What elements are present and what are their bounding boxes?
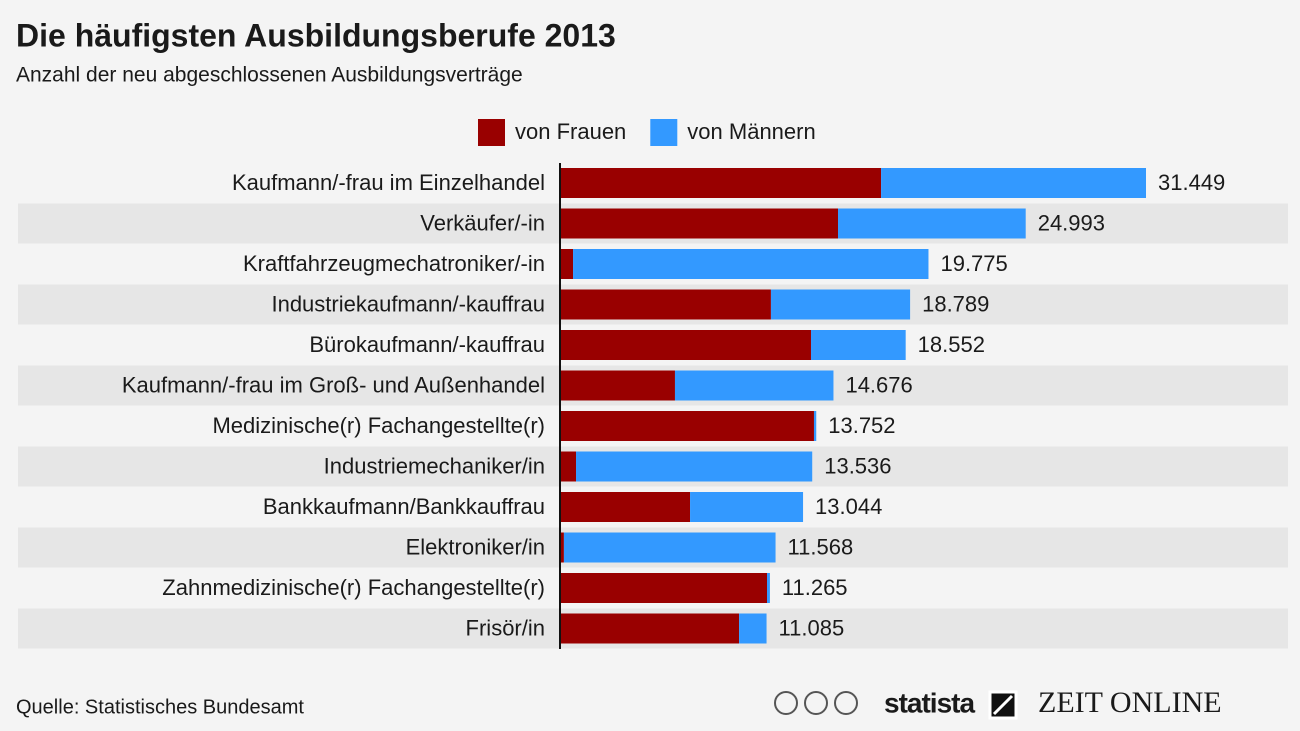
bar-segment (560, 573, 768, 603)
bar-segment (810, 330, 906, 360)
category-label: Frisör/in (466, 615, 545, 640)
chart-subtitle: Anzahl der neu abgeschlossenen Ausbildun… (16, 64, 523, 87)
bar-segment (560, 370, 675, 401)
bar-segment (881, 168, 1146, 198)
total-label: 11.568 (788, 534, 854, 559)
total-label: 18.789 (922, 291, 989, 316)
category-label: Medizinische(r) Fachangestellte(r) (212, 413, 545, 438)
total-label: 14.676 (845, 372, 912, 397)
category-label: Kraftfahrzeugmechatroniker/-in (243, 251, 545, 276)
bar-segment (576, 451, 813, 482)
category-label: Zahnmedizinische(r) Fachangestellte(r) (162, 575, 545, 600)
total-label: 24.993 (1038, 210, 1105, 235)
category-label: Verkäufer/-in (420, 210, 545, 235)
legend-label: von Frauen (515, 119, 626, 144)
total-label: 31.449 (1158, 170, 1225, 195)
category-label: Kaufmann/-frau im Groß- und Außenhandel (122, 372, 545, 397)
total-label: 11.265 (782, 575, 848, 600)
bar-segment (560, 613, 740, 644)
category-label: Kaufmann/-frau im Einzelhandel (232, 170, 545, 195)
bar-segment (573, 249, 929, 279)
legend-swatch (650, 119, 678, 146)
category-label: Industriekaufmann/-kauffrau (271, 291, 545, 316)
bar-segment (560, 289, 771, 320)
bar-segment (560, 532, 564, 563)
statista-icon (988, 690, 1018, 720)
bar-segment (563, 532, 776, 563)
statista-logo: statista (884, 687, 975, 718)
legend-swatch (478, 119, 505, 146)
bar-segment (560, 168, 882, 198)
cc-icons (774, 691, 858, 715)
total-label: 18.552 (918, 332, 985, 357)
zeit-logo: ZEIT ONLINE (1038, 686, 1222, 719)
legend-label: von Männern (687, 119, 815, 144)
bar-segment (560, 411, 814, 441)
bar-segment (560, 451, 577, 482)
bar-segment (560, 330, 811, 360)
bar-segment (690, 492, 804, 522)
chart-title: Die häufigsten Ausbildungsberufe 2013 (16, 17, 616, 53)
bar-segment (838, 208, 1026, 239)
bar-segment (770, 289, 911, 320)
bar-segment (560, 208, 839, 239)
bar-segment (813, 411, 817, 441)
category-label: Industriemechaniker/in (324, 453, 545, 478)
total-label: 13.752 (828, 413, 895, 438)
bar-segment (767, 573, 770, 603)
category-label: Elektroniker/in (406, 534, 545, 559)
category-label: Bürokaufmann/-kauffrau (309, 332, 545, 357)
bar-segment (560, 492, 691, 522)
total-label: 13.044 (815, 494, 882, 519)
total-label: 13.536 (824, 453, 891, 478)
total-label: 11.085 (779, 615, 845, 640)
bar-segment (674, 370, 834, 401)
bar-segment (739, 613, 767, 644)
bar-segment (560, 249, 574, 279)
total-label: 19.775 (940, 251, 1007, 276)
category-label: Bankkaufmann/Bankkauffrau (263, 494, 545, 519)
source: Quelle: Statistisches Bundesamt (16, 696, 304, 718)
